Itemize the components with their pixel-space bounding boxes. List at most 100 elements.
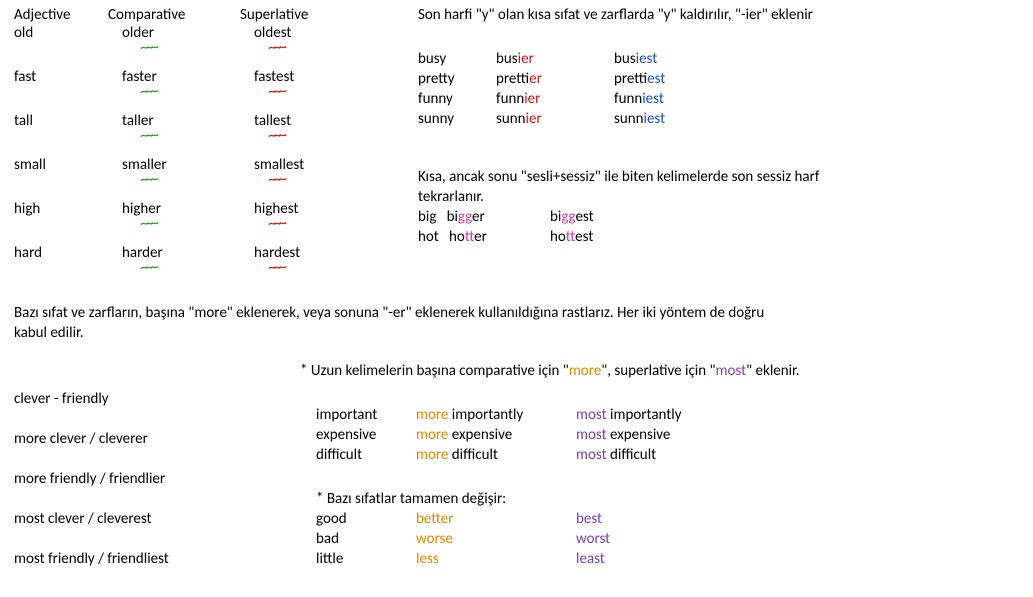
long-sup-suf: difficult	[610, 446, 656, 464]
long-rule-more: more	[569, 362, 601, 380]
sup-cell: oldest	[254, 24, 291, 42]
sup-mark-icon: ~~~	[268, 265, 283, 269]
comp-cell: taller	[122, 112, 154, 130]
long-sup: most importantly	[576, 406, 682, 424]
long-comp: more expensive	[416, 426, 512, 444]
y-row: sunny	[418, 110, 454, 128]
y-sup-stem: sunn	[614, 110, 644, 128]
sup-mark-icon: ~~~	[268, 177, 283, 181]
left-header-comp: Comparative	[108, 6, 185, 24]
double-sup-mid: gg	[561, 208, 575, 226]
y-ier: ier	[518, 50, 534, 68]
double-comp-pre: ho	[449, 228, 465, 246]
y-base: pretty	[418, 70, 455, 88]
comp-mark-icon: ~~~	[140, 265, 155, 269]
y-sup-stem: bus	[614, 50, 636, 68]
comp-cell: harder	[122, 244, 163, 262]
y-row: funniest	[614, 90, 664, 108]
sup-cell: hardest	[254, 244, 300, 262]
moreer-note1: Bazı sıfat ve zarfların, başına "more" e…	[14, 304, 1019, 322]
long-comp: more difficult	[416, 446, 498, 464]
long-rule-mid: ", superlative için "	[601, 362, 715, 380]
double-sup-pre: bi	[550, 208, 561, 226]
long-more: more	[416, 446, 448, 464]
long-comp: more importantly	[416, 406, 523, 424]
irregular-title: * Bazı sıfatlar tamamen değişir:	[316, 490, 506, 508]
y-iest: iest	[644, 110, 666, 128]
double-comp-suf: er	[474, 228, 487, 246]
y-row: sunnier	[496, 110, 542, 128]
y-comp-stem: funn	[496, 90, 524, 108]
long-base: expensive	[316, 426, 376, 444]
long-rule-most: most	[716, 362, 747, 380]
y-row: funny	[418, 90, 453, 108]
sup-mark-icon: ~~~	[268, 89, 283, 93]
list-item: most friendly / friendliest	[14, 550, 169, 568]
y-ier: ier	[526, 110, 542, 128]
long-sup: most expensive	[576, 426, 670, 444]
double-rule-title1: Kısa, ancak sonu "sesli+sessiz" ile bite…	[418, 168, 819, 186]
list-item: most clever / cleverest	[14, 510, 152, 528]
long-sup-suf: importantly	[610, 406, 681, 424]
sup-cell: highest	[254, 200, 298, 218]
double-comp-suf: er	[472, 208, 485, 226]
y-comp-stem: prett	[496, 70, 529, 88]
long-most: most	[576, 446, 607, 464]
sup-cell: tallest	[254, 112, 291, 130]
y-sup-stem: funn	[614, 90, 642, 108]
comp-cell: older	[122, 24, 154, 42]
y-row: busy	[418, 50, 446, 68]
comp-mark-icon: ~~~	[140, 221, 155, 225]
double-sup-suf: est	[575, 228, 593, 246]
adj-cell: fast	[14, 68, 36, 86]
double-sup-suf: est	[575, 208, 593, 226]
sup-mark-icon: ~~~	[268, 221, 283, 225]
adj-cell: hard	[14, 244, 42, 262]
irr-base: little	[316, 550, 343, 568]
long-rule-suf: " eklenir.	[746, 362, 799, 380]
irr-sup: least	[576, 550, 605, 568]
y-iest: iest	[636, 50, 658, 68]
left-header-sup: Superlative	[240, 6, 308, 24]
sup-cell: fastest	[254, 68, 294, 86]
comp-cell: smaller	[122, 156, 167, 174]
y-row: pretty	[418, 70, 455, 88]
sup-cell: smallest	[254, 156, 304, 174]
moreer-note2: kabul edilir.	[14, 324, 84, 342]
list-item: more clever / cleverer	[14, 430, 148, 448]
double-row: hottest	[550, 228, 593, 246]
sup-mark-icon: ~~~	[268, 133, 283, 137]
y-base: busy	[418, 50, 446, 68]
comp-mark-icon: ~~~	[140, 177, 155, 181]
double-row: big bigger	[418, 208, 485, 226]
long-rule-pre: * Uzun kelimelerin başına comparative iç…	[300, 362, 569, 380]
irr-base: good	[316, 510, 347, 528]
y-base: funny	[418, 90, 453, 108]
double-comp-mid: gg	[458, 208, 472, 226]
list-item: more friendly / friendlier	[14, 470, 165, 488]
irr-base: bad	[316, 530, 339, 548]
long-more: more	[416, 426, 448, 444]
y-comp-stem: bus	[496, 50, 518, 68]
comp-mark-icon: ~~~	[140, 89, 155, 93]
double-row: biggest	[550, 208, 594, 226]
comp-cell: higher	[122, 200, 161, 218]
y-comp-stem: sunn	[496, 110, 526, 128]
y-row: funnier	[496, 90, 540, 108]
double-sup-mid: tt	[566, 228, 575, 246]
long-sup: most difficult	[576, 446, 656, 464]
double-comp-mid: tt	[465, 228, 474, 246]
y-row: prettier	[496, 70, 542, 88]
long-comp-suf: difficult	[452, 446, 498, 464]
irr-sup: best	[576, 510, 602, 528]
y-rule-title: Son harfi "y" olan kısa sıfat ve zarflar…	[418, 6, 813, 24]
y-row: busier	[496, 50, 534, 68]
y-iest: iest	[647, 70, 665, 88]
list-item: clever - friendly	[14, 390, 109, 408]
long-base: difficult	[316, 446, 362, 464]
y-base: sunny	[418, 110, 454, 128]
double-sup-pre: ho	[550, 228, 566, 246]
adj-cell: tall	[14, 112, 33, 130]
irr-comp: worse	[416, 530, 453, 548]
irr-sup: worst	[576, 530, 610, 548]
